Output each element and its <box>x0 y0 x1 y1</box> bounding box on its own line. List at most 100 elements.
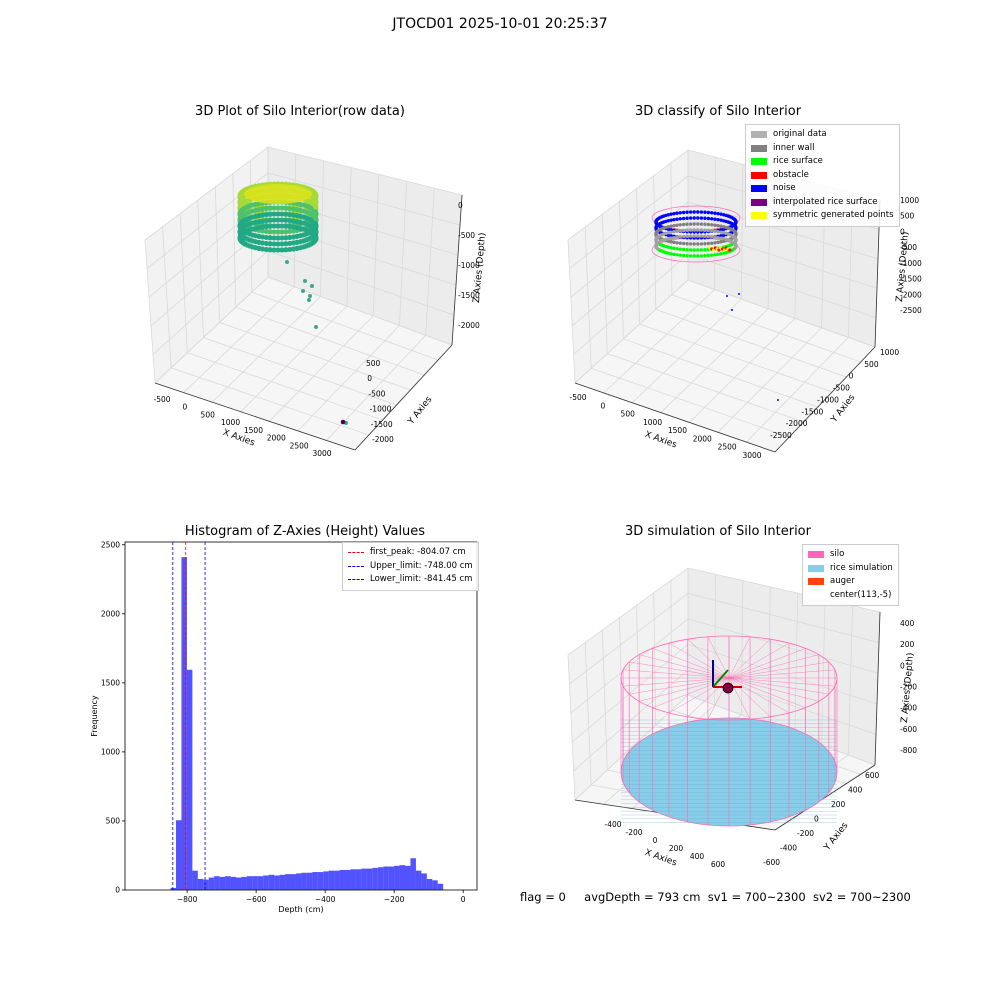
y-tick-label: -1500 <box>371 420 393 429</box>
data-point <box>719 236 723 240</box>
histogram-bar <box>437 883 444 890</box>
data-point <box>669 224 673 228</box>
data-point <box>719 234 723 238</box>
grid-line <box>399 181 407 326</box>
grid-line <box>623 338 818 408</box>
data-point <box>678 211 682 215</box>
legend-label: interpolated rice surface <box>773 196 878 207</box>
silo-roof-line <box>728 636 751 679</box>
data-point <box>675 241 679 245</box>
data-point <box>713 229 717 233</box>
data-point <box>703 228 707 232</box>
silo-roof-line <box>728 677 829 695</box>
legend-entry: rice surface <box>751 155 894 169</box>
data-point <box>666 213 671 217</box>
data-point <box>275 235 281 241</box>
data-point <box>696 254 700 258</box>
data-point <box>307 298 311 302</box>
histogram-bar <box>176 820 182 890</box>
data-point <box>669 212 673 216</box>
data-point <box>713 235 717 239</box>
data-point <box>681 234 686 239</box>
data-point <box>688 216 693 220</box>
panel-title: 3D classify of Silo Interior <box>634 104 802 119</box>
grid-line <box>671 294 861 363</box>
data-point <box>283 217 289 223</box>
data-point <box>706 234 711 239</box>
data-point <box>678 241 682 245</box>
panel-title: Histogram of Z-Axies (Height) Values <box>184 524 426 539</box>
data-point <box>721 227 726 231</box>
data-point <box>283 223 289 229</box>
histogram-bar <box>230 876 236 890</box>
simulation-legend: silo rice simulation auger center(113,-5) <box>802 544 899 606</box>
z-tick-label: -500 <box>458 231 475 240</box>
data-point <box>721 233 726 237</box>
z-tick-label: -1000 <box>900 259 922 268</box>
legend-swatch <box>808 551 824 559</box>
silo-roof-line <box>668 642 730 679</box>
x-tick-label: -200 <box>625 828 642 837</box>
panel-simulation: 3D simulation of Silo Interior -400 -200 0… <box>520 520 940 880</box>
grid-line <box>567 239 576 384</box>
grid-line <box>636 188 640 325</box>
panel-histogram: Histogram of Z-Axies (Height) Values −80… <box>80 520 490 920</box>
floor-pane <box>575 280 875 452</box>
legend-swatch <box>348 565 364 567</box>
data-point <box>678 253 682 257</box>
grid-line <box>346 167 352 307</box>
grid-line <box>569 592 880 685</box>
data-point <box>675 235 679 239</box>
data-point <box>283 211 289 217</box>
data-point <box>275 217 281 223</box>
histogram-bar <box>257 876 264 890</box>
data-point <box>692 228 696 232</box>
grid-line <box>619 201 624 339</box>
legend-swatch <box>808 578 824 586</box>
histogram-bar <box>328 870 335 890</box>
data-point <box>696 216 700 220</box>
histogram-bar <box>170 887 177 890</box>
y-tick-label: -600 <box>763 858 780 867</box>
panel-raw-data: 3D Plot of Silo Interior(row data) -500 0… <box>100 100 500 480</box>
histogram-bar <box>263 875 269 890</box>
data-point <box>313 222 319 228</box>
data-point <box>703 254 707 258</box>
z-tick-label: -2000 <box>900 290 922 299</box>
grid-line <box>570 201 879 298</box>
y-axis-line <box>774 764 876 831</box>
grid-line <box>571 643 878 743</box>
data-point <box>314 325 318 329</box>
data-point <box>310 284 314 288</box>
y-axis-label: Y Axies <box>406 395 435 428</box>
simulation-3d-plot[interactable]: -400-20002004006006004002000-200-400-600… <box>520 520 940 880</box>
histogram-bar <box>246 876 253 890</box>
legend-swatch <box>751 144 767 152</box>
z-tick-label: 0 <box>900 227 905 236</box>
y-tick-label: 500 <box>106 816 121 825</box>
data-point <box>777 399 779 401</box>
z-tick-label: -2500 <box>900 306 922 315</box>
z-axis-line <box>874 611 881 766</box>
data-point <box>688 234 693 238</box>
classify-legend: original data inner wall rice surface obsta… <box>745 124 900 227</box>
histogram-bar <box>274 875 280 890</box>
data-point <box>287 240 293 247</box>
data-point <box>692 234 696 238</box>
data-point <box>279 247 285 253</box>
data-point <box>279 205 285 211</box>
legend-swatch <box>751 171 767 179</box>
y-tick-label: -500 <box>368 389 385 398</box>
data-point <box>669 234 673 238</box>
data-point <box>710 211 714 215</box>
data-point <box>275 223 281 229</box>
grid-line <box>146 172 461 269</box>
data-point <box>263 223 269 230</box>
data-point <box>279 229 285 235</box>
data-point <box>678 223 682 227</box>
data-point <box>706 253 711 258</box>
histogram-chart[interactable]: −800 −600 −400 −200 0 0 500 1000 1500 2000 2500 Dep… <box>80 520 490 920</box>
legend-swatch <box>348 552 364 554</box>
data-point <box>666 219 671 223</box>
